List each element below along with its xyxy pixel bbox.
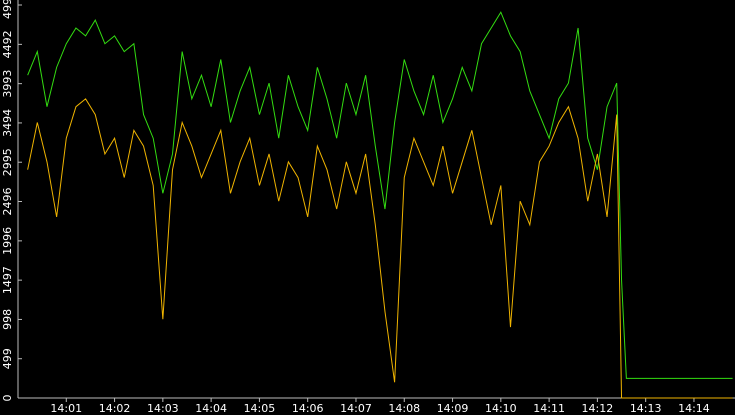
x-tick-label: 14:06: [292, 402, 324, 415]
x-tick-label: 14:10: [485, 402, 517, 415]
x-tick-label: 14:04: [195, 402, 227, 415]
y-tick-label: 3494: [1, 109, 14, 137]
y-tick-label: 0: [1, 395, 14, 402]
x-tick-label: 14:08: [388, 402, 420, 415]
y-tick-label: 2995: [1, 148, 14, 176]
series-line: [27, 98, 733, 399]
x-tick-label: 14:12: [582, 402, 614, 415]
x-tick-label: 14:14: [678, 402, 710, 415]
x-tick-label: 14:03: [147, 402, 179, 415]
x-tick-label: 14:05: [244, 402, 276, 415]
x-tick-label: 14:09: [437, 402, 469, 415]
y-tick-label: 3993: [1, 70, 14, 98]
x-tick-label: 14:01: [50, 402, 82, 415]
y-tick-label: 2496: [1, 188, 14, 216]
y-tick-label: 1996: [1, 227, 14, 255]
y-tick-label: 998: [1, 309, 14, 330]
x-tick-label: 14:07: [340, 402, 372, 415]
series-line: [27, 11, 733, 379]
y-tick-label: 499: [1, 348, 14, 369]
y-tick-label: 1497: [1, 266, 14, 294]
x-tick-label: 14:13: [630, 402, 662, 415]
y-tick-label: 4492: [1, 30, 14, 58]
x-tick-label: 14:11: [533, 402, 565, 415]
y-tick-label: 4992: [1, 0, 14, 19]
x-tick-label: 14:02: [99, 402, 131, 415]
